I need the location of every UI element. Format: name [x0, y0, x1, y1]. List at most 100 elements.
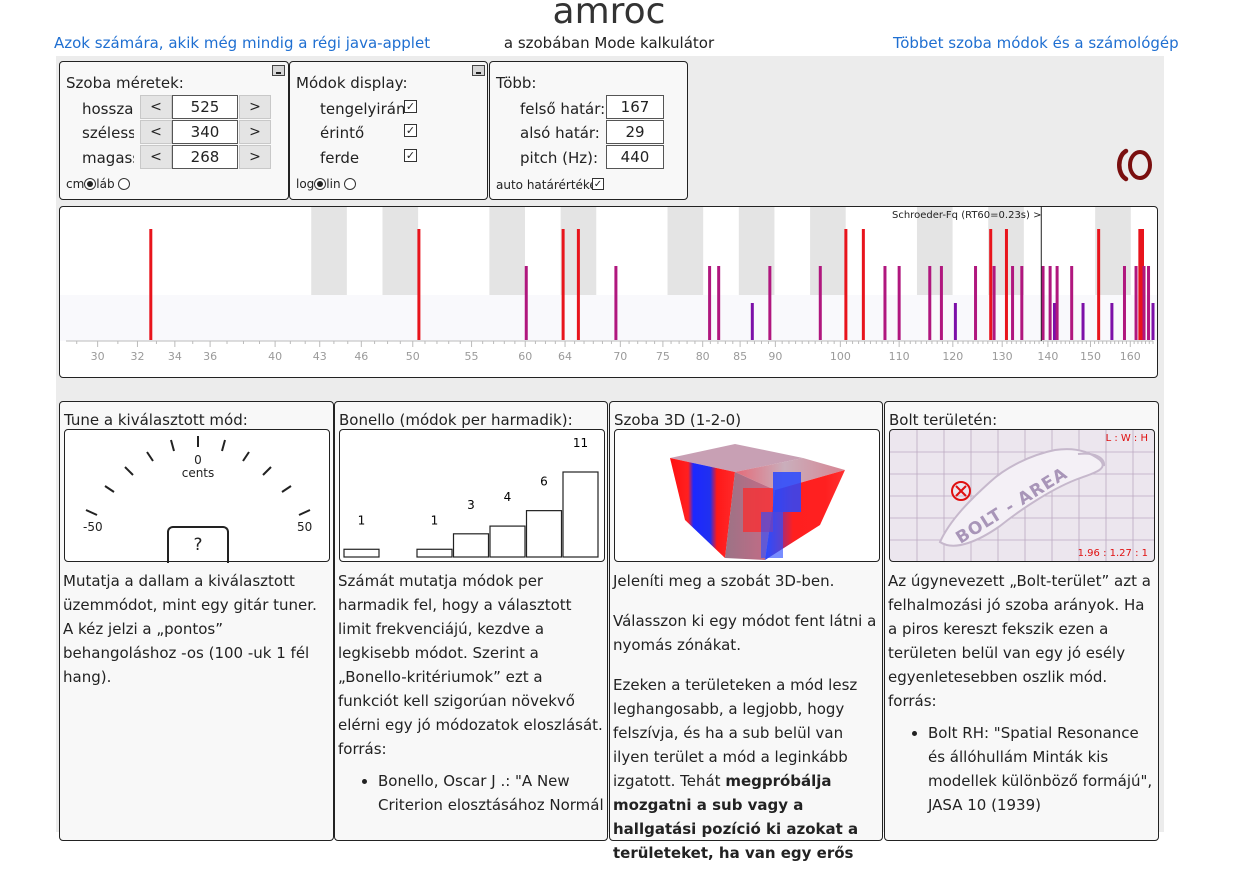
room-3d-view[interactable]	[614, 429, 880, 562]
tuner-gauge: 0 cents -50 50 ?	[64, 429, 330, 563]
bonello-description: Számát mutatja módok per harmadik fel, h…	[338, 572, 603, 734]
scale-lin-label: lin	[326, 177, 341, 191]
axis-tick-label: 75	[656, 350, 670, 363]
height-increase-button[interactable]: >	[239, 145, 271, 169]
mode-line-axial	[561, 229, 565, 340]
room-3d-card: Szoba 3D (1-2-0)	[609, 401, 883, 862]
scale-log-radio[interactable]	[314, 178, 327, 190]
mode-line-tangential	[614, 266, 618, 340]
minimize-button[interactable]	[272, 65, 285, 76]
minimize-button[interactable]	[472, 65, 485, 76]
tuner-zero-label: 0	[194, 453, 202, 467]
bolt-area-title: Bolt területén:	[889, 411, 998, 429]
axis-tick-label: 140	[1037, 350, 1058, 363]
unit-ft-radio[interactable]	[118, 178, 131, 190]
mode-line-tangential	[1134, 266, 1138, 340]
bolt-area-chart[interactable]: BOLT - AREA L : W : H 1.96 : 1.27 : 1	[889, 429, 1155, 562]
axis-tick-label: 100	[830, 350, 851, 363]
more-title: Több:	[496, 74, 537, 92]
mode-line-axial	[149, 229, 153, 340]
mode-line-tangential	[992, 266, 996, 340]
lower-limit-input[interactable]: 29	[606, 120, 664, 144]
tuner-card: Tune a kiválasztott mód: 0 cents -50 50 …	[59, 401, 334, 841]
mode-line-axial	[844, 229, 848, 340]
unit-ft-label: láb	[96, 177, 115, 191]
more-modes-link[interactable]: Többet szoba módok és a számológép	[893, 34, 1179, 52]
upper-limit-input[interactable]: 167	[606, 95, 664, 119]
bonello-bar-label: 4	[504, 490, 512, 504]
bonello-bar	[489, 525, 526, 558]
width-decrease-button[interactable]: <	[140, 120, 172, 144]
mode-line-tangential	[1122, 266, 1126, 340]
tuner-title: Tune a kiválasztott mód:	[64, 411, 248, 429]
java-applet-link[interactable]: Azok számára, akik még mindig a régi jav…	[54, 34, 431, 52]
axis-tick-label: 64	[558, 350, 572, 363]
bolt-description-block: Az úgynevezett „Bolt-terület” azt a felh…	[888, 569, 1154, 817]
length-decrease-button[interactable]: <	[140, 95, 172, 119]
logo-icon	[1117, 148, 1152, 182]
auto-limits-checkbox[interactable]: ✓	[592, 178, 604, 190]
height-input[interactable]: 268	[172, 145, 238, 169]
bolt-description: Az úgynevezett „Bolt-terület” azt a felh…	[888, 572, 1151, 686]
axis-tick-label: 50	[406, 350, 420, 363]
modes-display-title: Módok display:	[296, 74, 408, 92]
mode-line-tangential	[768, 266, 772, 340]
mode-line-tangential	[1041, 266, 1045, 340]
length-input[interactable]: 525	[172, 95, 238, 119]
room-ratio-cross-icon	[951, 481, 971, 501]
tuner-max-label: 50	[297, 520, 313, 534]
axis-tick-label: 34	[168, 350, 182, 363]
bolt-reference: Bolt RH: "Spatial Resonance és állóhullá…	[928, 721, 1154, 817]
scale-log-label: log	[296, 177, 315, 191]
mode-line-oblique	[953, 303, 957, 340]
axis-tick-label: 80	[696, 350, 710, 363]
length-increase-button[interactable]: >	[239, 95, 271, 119]
unit-selector: cm láb	[66, 177, 131, 191]
mode-line-oblique	[1110, 303, 1114, 340]
unit-cm-radio[interactable]	[84, 178, 97, 190]
axis-tick-label: 130	[992, 350, 1013, 363]
room-3d-p2: Válasszon ki egy módot fent látni a nyom…	[613, 612, 877, 654]
mode-line-axial	[576, 229, 580, 340]
height-decrease-button[interactable]: <	[140, 145, 172, 169]
piano-black-key	[916, 207, 953, 295]
lower-limit-label: alsó határ:	[520, 124, 600, 142]
mode-line-tangential	[939, 266, 943, 340]
modes-display-panel: Módok display: tengelyirány ✓ érintő ✓ f…	[289, 61, 488, 200]
schroeder-label: Schroeder-Fq (RT60=0.23s) >	[892, 210, 1042, 221]
oblique-checkbox[interactable]: ✓	[404, 149, 417, 162]
mode-line-tangential	[1147, 266, 1151, 340]
tuner-readout: ?	[167, 526, 229, 563]
room-dimensions-panel: Szoba méretek: hossza: < 525 > szélessé …	[59, 61, 289, 200]
scale-lin-radio[interactable]	[344, 178, 357, 190]
bonello-source-label: forrás:	[338, 740, 387, 758]
mode-line-tangential	[1070, 266, 1074, 340]
axial-checkbox[interactable]: ✓	[404, 100, 417, 113]
mode-line-tangential	[897, 266, 901, 340]
axis-tick-label: 160	[1120, 350, 1141, 363]
axis-tick-label: 40	[268, 350, 282, 363]
auto-limits-label: auto határértékek	[496, 178, 604, 192]
bolt-source-label: forrás:	[888, 692, 937, 710]
bonello-bar-label: 11	[573, 436, 588, 450]
mode-spectrum-chart[interactable]: 30 32 34 36 40 43 46 50 55 60 64 70 75 80 85 90 100 110 12…	[60, 207, 1158, 378]
ratio-value: 1.96 : 1.27 : 1	[1077, 548, 1148, 559]
axis-tick-label: 32	[130, 350, 144, 363]
mode-line-axial	[989, 229, 993, 340]
axis-tick-label: 46	[354, 350, 368, 363]
axis-tick-label: 70	[613, 350, 627, 363]
bonello-reference: Bonello, Oscar J .: "A New Criterion elo…	[378, 769, 604, 817]
axis-tick-label: 120	[942, 350, 963, 363]
bolt-area-plot	[890, 430, 1154, 561]
bolt-references: Bolt RH: "Spatial Resonance és állóhullá…	[888, 721, 1154, 817]
width-input[interactable]: 340	[172, 120, 238, 144]
tangential-checkbox[interactable]: ✓	[404, 124, 417, 137]
mode-line-tangential	[1011, 266, 1015, 340]
width-increase-button[interactable]: >	[239, 120, 271, 144]
bonello-references: Bonello, Oscar J .: "A New Criterion elo…	[338, 769, 604, 817]
room-3d-p3: Ezeken a területeken a mód lesz leghango…	[613, 673, 879, 865]
axis-tick-label: 85	[733, 350, 747, 363]
mode-line-tangential	[524, 266, 528, 340]
mode-line-tangential	[1142, 266, 1146, 340]
pitch-input[interactable]: 440	[606, 145, 664, 169]
